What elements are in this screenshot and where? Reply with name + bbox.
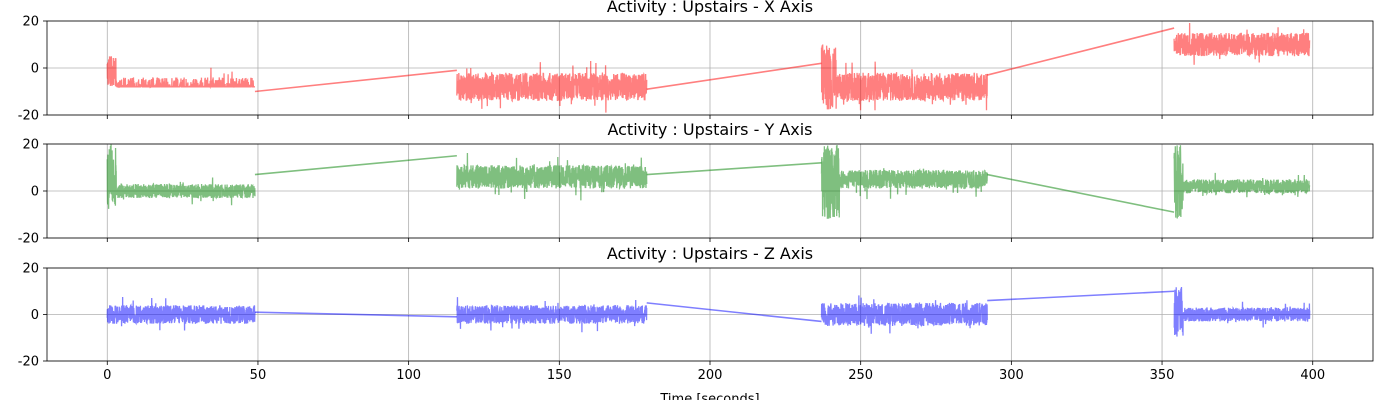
x-tick-label: 0 bbox=[103, 368, 111, 383]
y-tick-label: -20 bbox=[18, 232, 39, 247]
x-tick-label: 300 bbox=[999, 368, 1024, 383]
x-tick-label: 400 bbox=[1300, 368, 1325, 383]
signal-segment-z-3 bbox=[1173, 286, 1311, 337]
subplot-x-axis: -20 0 20 Activity : Upstairs - X Axis bbox=[18, 0, 1374, 124]
x-tick-label: 350 bbox=[1150, 368, 1175, 383]
signal-connector-y-1 bbox=[646, 162, 822, 176]
signal-segment-y-0 bbox=[106, 144, 256, 209]
signal-segment-x-2 bbox=[820, 44, 988, 111]
y-tick-label: 20 bbox=[22, 262, 39, 277]
y-tick-label: 0 bbox=[31, 185, 39, 200]
signal-segment-y-2 bbox=[820, 144, 988, 219]
signal-segment-x-1 bbox=[456, 60, 648, 113]
signal-segment-z-2 bbox=[820, 295, 988, 334]
signal-segment-x-3 bbox=[1173, 23, 1311, 65]
subplot-title-x: Activity : Upstairs - X Axis bbox=[607, 0, 813, 16]
signal-connector-z-1 bbox=[646, 302, 822, 323]
subplot-y-axis: -20 0 20 Activity : Upstairs - Y Axis bbox=[18, 120, 1374, 247]
y-tick-label: 20 bbox=[22, 15, 39, 30]
signal-segment-x-0 bbox=[106, 56, 255, 90]
signal-series-z bbox=[106, 286, 1311, 337]
x-tick-label: 200 bbox=[698, 368, 723, 383]
subplot-title-z: Activity : Upstairs - Z Axis bbox=[607, 244, 813, 263]
signal-connector-y-2 bbox=[987, 173, 1175, 213]
signal-series-y bbox=[106, 144, 1311, 219]
subplot-title-y: Activity : Upstairs - Y Axis bbox=[607, 120, 812, 139]
signal-segment-y-1 bbox=[456, 153, 648, 201]
y-tick-label: 0 bbox=[31, 62, 39, 77]
signal-segment-y-3 bbox=[1173, 145, 1311, 219]
signal-series-x bbox=[106, 23, 1311, 113]
y-tick-label: 0 bbox=[31, 308, 39, 323]
x-tick-label: 150 bbox=[547, 368, 572, 383]
signal-segment-z-1 bbox=[456, 297, 648, 333]
x-tick-label: 100 bbox=[396, 368, 421, 383]
y-tick-label: -20 bbox=[18, 109, 39, 124]
signal-segment-z-0 bbox=[106, 297, 256, 331]
signal-connector-z-0 bbox=[254, 311, 457, 318]
signal-connector-z-2 bbox=[987, 290, 1175, 302]
y-tick-label: -20 bbox=[18, 355, 39, 370]
signal-connector-x-1 bbox=[646, 62, 822, 90]
x-tick-label: 50 bbox=[250, 368, 267, 383]
y-tick-label: 20 bbox=[22, 138, 39, 153]
signal-connector-x-0 bbox=[254, 69, 457, 93]
signal-connector-x-2 bbox=[987, 27, 1175, 76]
x-tick-label: 250 bbox=[848, 368, 873, 383]
signal-connector-y-0 bbox=[254, 154, 457, 176]
x-axis-label: Time [seconds] bbox=[659, 392, 759, 400]
subplot-z-axis: 0 50 100 150 200 250 300 350 400 -20 0 20 Activity :… bbox=[18, 244, 1374, 383]
